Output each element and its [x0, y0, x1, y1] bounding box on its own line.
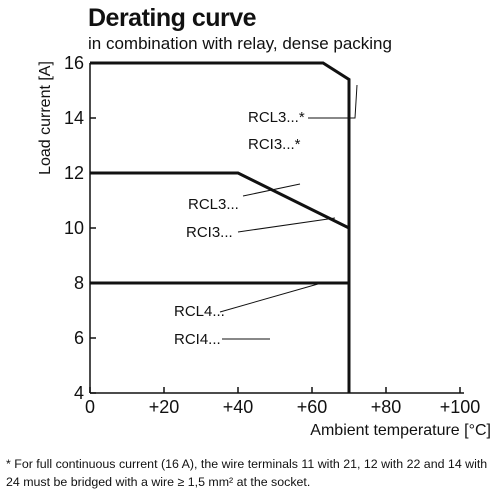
chart-subtitle: in combination with relay, dense packing — [88, 34, 392, 53]
leader-line-3 — [219, 283, 319, 313]
x-ticks: 0 +20 +40 +60 +80 +100 — [85, 387, 480, 417]
x-tick-label-60: +60 — [297, 397, 328, 417]
annotation-label-1-1: RCI3... — [186, 224, 233, 241]
leader-line-2 — [237, 217, 336, 233]
annotation-label-0-1: RCI3...* — [248, 136, 301, 153]
x-tick-label-0: 0 — [85, 397, 95, 417]
x-tick-label-100: +100 — [440, 397, 481, 417]
y-tick-label-10: 10 — [64, 218, 84, 238]
y-tick-label-4: 4 — [74, 383, 84, 403]
leader-line-0 — [308, 84, 358, 119]
y-tick-label-16: 16 — [64, 53, 84, 73]
chart-title: Derating curve — [88, 4, 257, 32]
x-axis-label: Ambient temperature [°C] — [310, 422, 491, 439]
x-tick-label-20: +20 — [149, 397, 180, 417]
annotation-label-0-0: RCL3...* — [248, 109, 305, 126]
y-tick-label-14: 14 — [64, 108, 84, 128]
annotations: RCL3...* RCI3...* RCL3... RCI3... RCL4... RCI… — [174, 109, 305, 348]
y-tick-label-6: 6 — [74, 328, 84, 348]
annotation-label-2-0: RCL4... — [174, 303, 225, 320]
series-line-1 — [90, 171, 350, 230]
y-tick-label-12: 12 — [64, 163, 84, 183]
series-lines — [90, 61, 351, 393]
y-axis-label: Load current [A] — [37, 61, 54, 175]
footnote: * For full continuous current (16 A), th… — [6, 457, 488, 489]
y-tick-label-8: 8 — [74, 273, 84, 293]
series-line-0 — [90, 61, 351, 393]
x-tick-label-40: +40 — [223, 397, 254, 417]
y-ticks: 4 6 8 10 12 14 16 — [64, 53, 96, 403]
annotation-label-1-0: RCL3... — [188, 196, 239, 213]
annotation-label-2-1: RCI4... — [174, 331, 221, 348]
x-tick-label-80: +80 — [371, 397, 402, 417]
